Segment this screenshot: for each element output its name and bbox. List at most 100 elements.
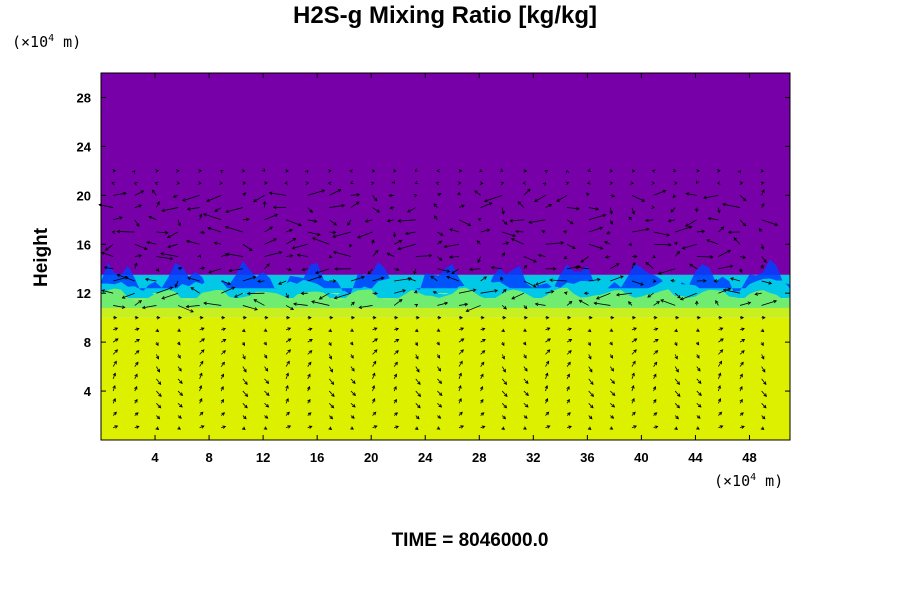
vector-head [459,315,464,320]
vector-arrow [285,219,302,227]
vector-head [373,327,378,331]
vector-head [666,233,671,237]
vector-head [667,218,672,223]
vector-arrow [653,398,657,404]
x-tick-label: 48 [742,450,756,465]
vector-head [394,361,398,366]
vector-head [414,289,418,294]
vector-head [741,425,745,429]
vector-head [458,372,462,377]
vector-shaft [523,390,529,396]
vector-head [615,263,620,267]
vector-head [698,392,702,396]
vector-head [176,181,181,185]
vector-head [609,221,613,225]
vector-arrow [566,385,570,392]
vector-shaft [142,305,157,309]
vector-arrow [121,292,135,299]
vector-head [309,339,313,343]
vector-arrow [465,305,481,312]
vector-head [375,249,379,254]
vector-arrow [199,425,205,429]
vector-arrow [675,225,693,233]
vector-shaft [588,207,599,210]
vector-arrow [112,398,116,404]
vector-head [651,169,656,173]
vector-arrow [435,181,440,186]
chart-title: H2S-g Mixing Ratio [kg/kg] [292,2,597,29]
vector-head [481,327,486,331]
vector-arrow [414,303,419,308]
vector-head [413,270,417,275]
vector-shaft [739,302,751,306]
vector-head [309,209,313,213]
vector-shaft [610,390,616,396]
vector-head [172,194,177,198]
vector-arrow [432,290,438,295]
field-layer [101,73,790,440]
vector-shaft [264,403,269,408]
vector-head [533,259,537,263]
vector-head [313,219,318,223]
vector-shaft [264,378,269,384]
vector-arrow [674,181,678,185]
vector-head [523,264,528,269]
vector-arrow [609,181,614,185]
vector-arrow [264,366,269,372]
vector-arrow [371,384,376,392]
vector-head [565,169,570,174]
vector-shaft [588,378,594,385]
vector-head [332,250,337,255]
vector-arrow [285,338,292,343]
vector-shaft [319,292,330,300]
vector-head [631,384,635,389]
vector-head [674,426,678,431]
vector-arrow [653,350,659,355]
vector-arrow [156,315,161,320]
vector-head [395,267,400,272]
vector-arrow [674,403,681,409]
vector-head [169,286,174,290]
vector-arrow [522,341,527,346]
vector-arrow [199,327,205,331]
vector-shaft [101,252,114,257]
vector-shaft [449,228,460,233]
vector-head [590,393,595,397]
vector-head [293,302,297,306]
vector-arrow [587,426,592,431]
vector-shaft [328,378,334,385]
vector-shaft [161,292,179,299]
vector-arrow [134,190,145,196]
vector-arrow [606,231,611,235]
vector-head [587,342,591,347]
vector-arrow [372,327,378,331]
vector-head [763,259,767,263]
vector-shaft [480,276,487,282]
vector-shaft [156,390,162,397]
vector-arrow [437,268,451,273]
vector-head [438,392,443,396]
vector-shaft [160,253,179,257]
vector-arrow [760,168,765,173]
vector-head [697,380,702,385]
vector-head [503,306,507,310]
vector-arrow [631,327,638,331]
vector-head [747,301,752,305]
vector-head [138,300,143,304]
vector-arrow [436,354,441,359]
vector-head [567,315,572,320]
vector-arrow [155,341,159,347]
vector-head [500,276,504,281]
vector-shaft [609,207,613,214]
vector-arrow [264,378,270,385]
vector-head [590,381,594,386]
vector-shaft [333,251,352,257]
vector-head [696,415,701,419]
vector-arrow [199,266,206,271]
plot-frame [100,72,791,441]
vector-head [727,230,732,235]
vector-head [264,415,269,419]
vector-arrow [278,280,287,285]
vector-shaft [329,189,341,196]
vector-arrow [358,305,373,309]
